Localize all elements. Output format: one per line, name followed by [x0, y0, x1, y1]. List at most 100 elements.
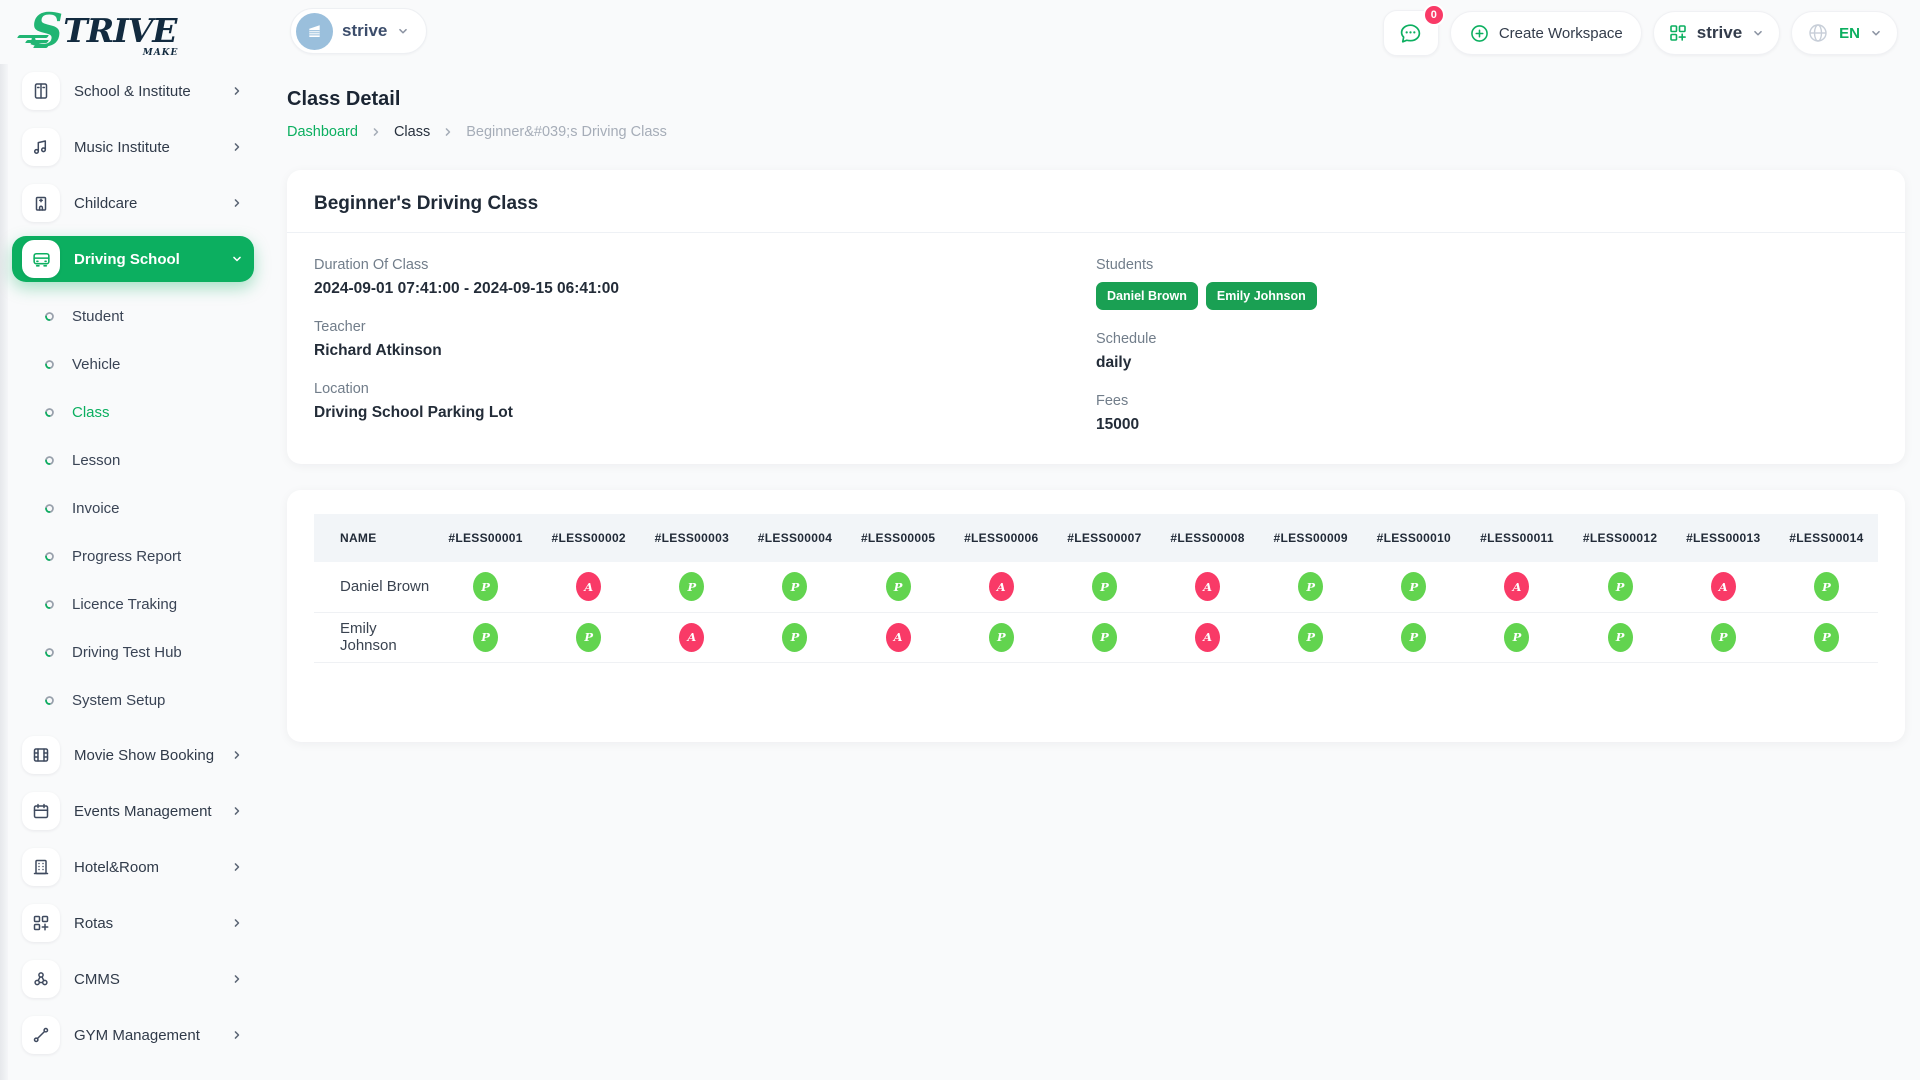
dumbbell-icon: [22, 1016, 60, 1054]
chat-button[interactable]: 0: [1383, 10, 1439, 56]
student-badge[interactable]: Daniel Brown: [1096, 282, 1198, 310]
attendance-absent-badge: A: [576, 572, 601, 601]
column-header-lesson: #LESS00008: [1156, 514, 1259, 562]
attendance-card: NAME#LESS00001#LESS00002#LESS00003#LESS0…: [287, 490, 1905, 742]
attendance-table: NAME#LESS00001#LESS00002#LESS00003#LESS0…: [314, 514, 1878, 663]
sidebar-item-system-setup[interactable]: System Setup: [12, 676, 254, 724]
attendance-present-badge: P: [1814, 572, 1839, 601]
attendance-present-badge: P: [1298, 623, 1323, 652]
sidebar-item-progress-report[interactable]: Progress Report: [12, 532, 254, 580]
chevron-right-icon: [230, 196, 244, 210]
school-icon: [22, 72, 60, 110]
attendance-absent-badge: A: [1195, 572, 1220, 601]
sidebar-item-music-institute[interactable]: Music Institute: [12, 124, 254, 170]
breadcrumb-current: Beginner&#039;s Driving Class: [466, 124, 667, 140]
sidebar-item-school-institute[interactable]: School & Institute: [12, 68, 254, 114]
sidebar-item-hotel-room[interactable]: Hotel&Room: [12, 844, 254, 890]
sidebar-item-class[interactable]: Class: [12, 388, 254, 436]
field-value: daily: [1096, 354, 1878, 372]
chevron-right-icon: [230, 84, 244, 98]
chevron-down-icon: [1869, 26, 1883, 40]
chevron-right-icon: [369, 125, 383, 139]
detail-field: Fees15000: [1096, 393, 1878, 434]
chevron-right-icon: [230, 860, 244, 874]
language-selector[interactable]: EN: [1791, 11, 1898, 55]
attendance-present-badge: P: [679, 572, 704, 601]
attendance-present-badge: P: [782, 572, 807, 601]
sidebar-item-cmms[interactable]: CMMS: [12, 956, 254, 1002]
attendance-absent-badge: A: [679, 623, 704, 652]
progress-dot-icon: [44, 503, 55, 514]
sidebar-item-student[interactable]: Student: [12, 292, 254, 340]
sidebar-item-lesson[interactable]: Lesson: [12, 436, 254, 484]
sidebar-item-invoice[interactable]: Invoice: [12, 484, 254, 532]
progress-dot-icon: [44, 599, 55, 610]
student-badge[interactable]: Emily Johnson: [1206, 282, 1317, 310]
column-header-lesson: #LESS00009: [1259, 514, 1362, 562]
sidebar: School & Institute Music Institute Childca…: [12, 68, 254, 1068]
detail-field: LocationDriving School Parking Lot: [314, 381, 1096, 422]
attendance-present-badge: P: [1092, 623, 1117, 652]
attendance-absent-badge: A: [1711, 572, 1736, 601]
workspace-dropdown-label: strive: [1697, 23, 1742, 43]
column-header-lesson: #LESS00012: [1569, 514, 1672, 562]
breadcrumb-link[interactable]: Class: [394, 124, 430, 140]
sidebar-item-gym-management[interactable]: GYM Management: [12, 1012, 254, 1058]
attendance-present-badge: P: [576, 623, 601, 652]
chevron-right-icon: [230, 1028, 244, 1042]
sidebar-item-licence-traking[interactable]: Licence Traking: [12, 580, 254, 628]
sidebar-item-movie-show-booking[interactable]: Movie Show Booking: [12, 732, 254, 778]
attendance-absent-badge: A: [989, 572, 1014, 601]
chevron-down-icon: [1751, 26, 1765, 40]
progress-dot-icon: [44, 647, 55, 658]
sidebar-item-events-management[interactable]: Events Management: [12, 788, 254, 834]
chevron-right-icon: [230, 804, 244, 818]
class-detail-card: Beginner's Driving Class Duration Of Cla…: [287, 170, 1905, 464]
attendance-present-badge: P: [782, 623, 807, 652]
column-header-lesson: #LESS00013: [1672, 514, 1775, 562]
chevron-right-icon: [230, 916, 244, 930]
chevron-right-icon: [230, 140, 244, 154]
attendance-present-badge: P: [886, 572, 911, 601]
bus-icon: [22, 240, 60, 278]
sidebar-item-driving-school[interactable]: Driving School: [12, 236, 254, 282]
attendance-present-badge: P: [989, 623, 1014, 652]
attendance-row: Emily JohnsonPPAPAPPAPPPPPP: [314, 612, 1878, 662]
sidebar-item-vehicle[interactable]: Vehicle: [12, 340, 254, 388]
attendance-present-badge: P: [1504, 623, 1529, 652]
field-label: Schedule: [1096, 331, 1878, 347]
workspace-name: strive: [342, 21, 387, 41]
sidebar-item-rotas[interactable]: Rotas: [12, 900, 254, 946]
field-value: Richard Atkinson: [314, 342, 1096, 360]
workspace-selector[interactable]: strive: [290, 8, 427, 54]
column-header-lesson: #LESS00007: [1053, 514, 1156, 562]
chat-count-badge: 0: [1423, 4, 1445, 26]
student-name-cell: Daniel Brown: [314, 562, 434, 612]
column-header-lesson: #LESS00001: [434, 514, 537, 562]
sidebar-item-driving-test-hub[interactable]: Driving Test Hub: [12, 628, 254, 676]
attendance-present-badge: P: [1608, 572, 1633, 601]
chevron-right-icon: [230, 748, 244, 762]
attendance-absent-badge: A: [1504, 572, 1529, 601]
hotel-icon: [22, 848, 60, 886]
column-header-lesson: #LESS00005: [847, 514, 950, 562]
attendance-present-badge: P: [1711, 623, 1736, 652]
create-workspace-label: Create Workspace: [1499, 25, 1623, 42]
film-icon: [22, 736, 60, 774]
field-label: Teacher: [314, 319, 1096, 335]
sidebar-scrollbar[interactable]: [0, 64, 8, 1080]
breadcrumb: Dashboard Class Beginner&#039;s Driving Cl…: [287, 124, 1905, 140]
breadcrumb-link[interactable]: Dashboard: [287, 124, 358, 140]
progress-dot-icon: [44, 407, 55, 418]
attendance-present-badge: P: [1608, 623, 1633, 652]
class-name-title: Beginner's Driving Class: [314, 193, 1878, 215]
sidebar-item-childcare[interactable]: Childcare: [12, 180, 254, 226]
column-header-lesson: #LESS00006: [950, 514, 1053, 562]
app-logo[interactable]: S TRIVE MAKE: [30, 10, 176, 50]
attendance-row: Daniel BrownPAPPPAPAPPAPAP: [314, 562, 1878, 612]
detail-field: Teacher Richard Atkinson: [314, 319, 1096, 360]
column-header-lesson: #LESS00004: [743, 514, 846, 562]
chevron-down-icon: [396, 24, 410, 38]
create-workspace-button[interactable]: Create Workspace: [1450, 11, 1642, 55]
workspace-dropdown[interactable]: strive: [1653, 11, 1780, 55]
